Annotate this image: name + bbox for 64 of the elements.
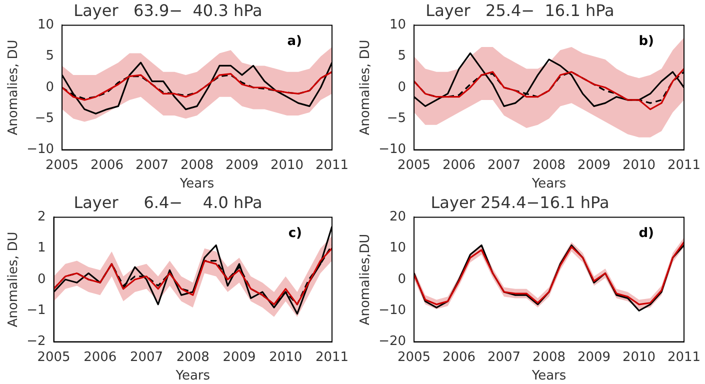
y-tick-label: 5 — [398, 48, 406, 64]
x-tick-label: 2008 — [532, 350, 566, 365]
annotation: d) — [638, 226, 654, 242]
y-tick-label: 0 — [46, 80, 54, 95]
x-tick-label: 2011 — [315, 350, 349, 365]
x-tick-label: 2009 — [225, 158, 259, 173]
y-tick-label: −10 — [26, 142, 54, 158]
y-tick-label: 2 — [37, 210, 46, 225]
x-tick-label: 2005 — [397, 158, 431, 173]
y-tick-label: 20 — [389, 210, 406, 225]
x-axis-title: Years — [530, 176, 566, 192]
x-axis-title: Years — [174, 368, 210, 384]
x-tick-label: 2006 — [442, 158, 476, 173]
chart-title: Layer 25.4− 16.1 hPa — [426, 0, 614, 20]
y-axis-title: Anomalies, DU — [6, 40, 22, 136]
x-axis-title: Years — [530, 368, 566, 384]
y-axis-title: Anomalies, DU — [6, 232, 22, 328]
y-tick-label: −20 — [378, 334, 406, 350]
y-tick-label: 0 — [398, 80, 406, 95]
x-tick-label: 2007 — [135, 158, 169, 173]
annotation: c) — [288, 226, 302, 242]
x-tick-label: 2006 — [90, 158, 124, 173]
y-tick-label: 5 — [46, 48, 54, 64]
x-tick-label: 2010 — [622, 158, 656, 173]
y-axis-title: Anomalies,DU — [358, 234, 374, 326]
annotation: a) — [287, 34, 302, 50]
x-tick-label: 2011 — [315, 158, 349, 173]
x-tick-label: 2006 — [84, 350, 117, 365]
y-tick-label: 0 — [398, 272, 406, 287]
x-tick-label: 2011 — [667, 158, 701, 173]
y-tick-label: 10 — [389, 18, 406, 33]
x-tick-label: 2010 — [270, 158, 304, 173]
y-tick-label: −10 — [378, 142, 406, 158]
x-tick-label: 2007 — [487, 350, 521, 365]
chart-title: Layer 254.4−16.1 hPa — [430, 192, 610, 212]
y-tick-label: −2 — [26, 334, 46, 350]
x-tick-label: 2011 — [667, 350, 701, 365]
y-tick-label: 10 — [389, 240, 406, 256]
x-tick-label: 2005 — [397, 350, 431, 365]
y-tick-label: 0 — [37, 272, 46, 287]
y-tick-label: −5 — [386, 111, 406, 126]
x-tick-label: 2009 — [222, 350, 256, 365]
x-tick-label: 2008 — [176, 350, 210, 365]
y-tick-label: −10 — [378, 303, 406, 318]
x-tick-label: 2010 — [622, 350, 656, 365]
x-axis-title: Years — [178, 176, 214, 192]
y-axis-title: Anomalies, DU — [358, 40, 374, 136]
x-tick-label: 2007 — [487, 158, 521, 173]
x-tick-label: 2005 — [45, 158, 79, 173]
chart-title: Layer 63.9− 40.3 hPa — [74, 0, 262, 20]
annotation: b) — [638, 34, 654, 50]
x-tick-label: 2009 — [577, 158, 611, 173]
x-tick-label: 2008 — [180, 158, 214, 173]
x-tick-label: 2007 — [130, 350, 164, 365]
y-tick-label: −1 — [26, 303, 46, 318]
chart-title: Layer 6.4− 4.0 hPa — [74, 192, 262, 212]
y-tick-label: −5 — [34, 111, 54, 126]
y-tick-label: 1 — [37, 240, 46, 256]
x-tick-label: 2005 — [37, 350, 70, 365]
x-tick-label: 2010 — [269, 350, 302, 365]
x-tick-label: 2008 — [532, 158, 566, 173]
x-tick-label: 2009 — [577, 350, 611, 365]
x-tick-label: 2006 — [442, 350, 476, 365]
y-tick-label: 10 — [37, 18, 54, 33]
